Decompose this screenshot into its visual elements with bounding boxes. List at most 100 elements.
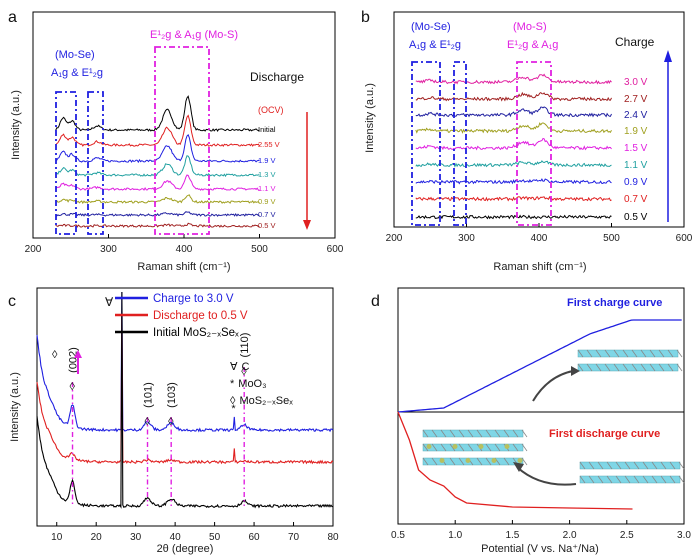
crystal-bond (649, 363, 656, 372)
panel-c-trace-1 (36, 315, 334, 465)
panel-c-label: c (8, 293, 16, 310)
crystal-bond (676, 363, 683, 372)
panel-d-tick-label-4: 2.5 (620, 530, 634, 541)
panel-c-refl-symbol-2: ◊ (168, 416, 174, 428)
panel-b-xticks: 200 300 400 500 600 (386, 223, 693, 244)
crystal-bond (485, 443, 492, 452)
panel-a-mose-box2 (87, 91, 104, 235)
panel-d-tick-label-1: 1.0 (448, 530, 462, 541)
crystal-bond (631, 349, 638, 358)
panel-a-xlabel: Raman shift (cm⁻¹) (137, 261, 230, 273)
crystal-bond (613, 349, 620, 358)
panel-a-mose-modes: A₁g & E¹₂g (51, 67, 103, 79)
panel-a-trace-label-6: 0.7 V (258, 210, 276, 219)
panel-b-trace-4 (415, 137, 612, 151)
crystal-bond (476, 457, 483, 466)
panel-b-trace-label-3: 1.1 V (624, 160, 648, 171)
sodium-atom (504, 443, 510, 449)
panel-a-mose-label: (Mo-Se) (55, 49, 95, 61)
panel-a-trace-4 (55, 174, 260, 192)
panel-d-arrow-charge (532, 370, 574, 402)
crystal-bond (521, 443, 528, 452)
panel-d-arrow-discharge-head (513, 462, 524, 472)
panel-b-tick-label-1: 300 (458, 233, 475, 244)
crystal-bond (622, 349, 629, 358)
crystal-bond (667, 349, 674, 358)
panel-b-trace-label-2: 0.9 V (624, 177, 648, 188)
crystal-bond (678, 461, 685, 470)
crystal-bond (678, 475, 685, 484)
crystal-structure-0 (577, 349, 683, 372)
crystal-bond (658, 349, 665, 358)
panel-a-trace-7 (55, 222, 260, 228)
sodium-atom (426, 443, 432, 449)
panel-a-tick-label-1: 300 (100, 244, 117, 255)
crystal-bond (422, 429, 429, 438)
panel-b-arrow-head (664, 50, 672, 62)
panel-b-mos-label: (Mo-S) (513, 21, 547, 33)
panel-c-tick-label-4: 50 (209, 532, 221, 543)
panel-a-tick-label-4: 600 (327, 244, 344, 255)
panel-b-trace-labels: 0.5 V 0.7 V 0.9 V 1.1 V 1.5 V 1.9 V 2.4 V 2.7 V… (624, 77, 648, 223)
crystal-bond (595, 363, 602, 372)
panel-c-xlabel: 2θ (degree) (157, 543, 214, 555)
crystal-bond (422, 443, 429, 452)
crystal-bond (577, 349, 584, 358)
crystal-bond (467, 429, 474, 438)
panel-a-trace-label-0: Initial (258, 125, 276, 134)
crystal-bond (597, 461, 604, 470)
panel-a-discharge-label: Discharge (250, 70, 304, 84)
crystal-bond (512, 429, 519, 438)
crystal-bond (449, 443, 456, 452)
panel-c-tick-label-0: 10 (51, 532, 63, 543)
panel-d-arrow-charge-head (571, 366, 580, 376)
panel-c-legend-label-2: Initial MoS₂₋ₓSeₓ (153, 327, 239, 339)
panel-c-trace-0 (36, 291, 334, 433)
panel-c-refl-symbol-0: ◊ (70, 381, 76, 393)
panel-a-trace-label-1: 2.55 V (258, 140, 280, 149)
crystal-bond (676, 349, 683, 358)
panel-d-xticks: 0.5 1.0 1.5 2.0 2.5 3.0 (391, 520, 691, 541)
crystal-bond (588, 475, 595, 484)
panel-a-trace-0 (55, 95, 260, 132)
panel-b-trace-2 (415, 178, 612, 185)
crystal-bond (586, 349, 593, 358)
panel-c-frame (36, 287, 334, 527)
panel-b-trace-label-0: 0.5 V (624, 212, 648, 223)
panel-a-frame (32, 11, 336, 239)
panel-c-carbon-marker: ∀ (105, 295, 114, 309)
crystal-bond (476, 429, 483, 438)
crystal-bond (440, 429, 447, 438)
panel-b-trace-label-6: 2.4 V (624, 110, 648, 121)
crystal-bond (494, 429, 501, 438)
crystal-bond (649, 349, 656, 358)
crystal-bond (640, 363, 647, 372)
panel-b-tick-label-0: 200 (386, 233, 403, 244)
crystal-bond (631, 363, 638, 372)
panel-c-marker-c: ∀ C (230, 361, 250, 373)
panel-a-tick-label-0: 200 (25, 244, 42, 255)
panel-c-refl-symbol-1: ◊ (145, 416, 151, 428)
sodium-atom (491, 457, 497, 463)
panel-d-discharge-label: First discharge curve (549, 428, 660, 440)
panel-c-reflections: (002)◊ (101)◊(103)◊(110)◊* (68, 333, 251, 506)
crystal-bond (595, 349, 602, 358)
panel-c-tick-label-6: 70 (288, 532, 300, 543)
panel-c-marker-moo3: * MoO₃ (230, 378, 267, 390)
panel-b-trace-6 (415, 106, 612, 118)
panel-d-label: d (371, 293, 380, 310)
panel-b-label: b (361, 9, 370, 26)
crystal-bond (651, 461, 658, 470)
panel-c: c Intensity (a.u.) 2θ (degree) 10 20 30 40 5… (8, 287, 339, 555)
panel-d-frame (397, 287, 685, 525)
panel-a: a Intensity (a.u.) Raman shift (cm⁻¹) 20… (8, 9, 344, 273)
crystal-bond (521, 429, 528, 438)
crystal-bond (431, 443, 438, 452)
panel-d-arrow-discharge (516, 466, 577, 486)
panel-c-tick-label-2: 30 (130, 532, 142, 543)
panel-a-mos-box (154, 46, 210, 235)
panel-a-tick-label-2: 400 (176, 244, 193, 255)
crystal-bond (615, 475, 622, 484)
crystal-bond (660, 461, 667, 470)
panel-c-tick-label-1: 20 (91, 532, 103, 543)
